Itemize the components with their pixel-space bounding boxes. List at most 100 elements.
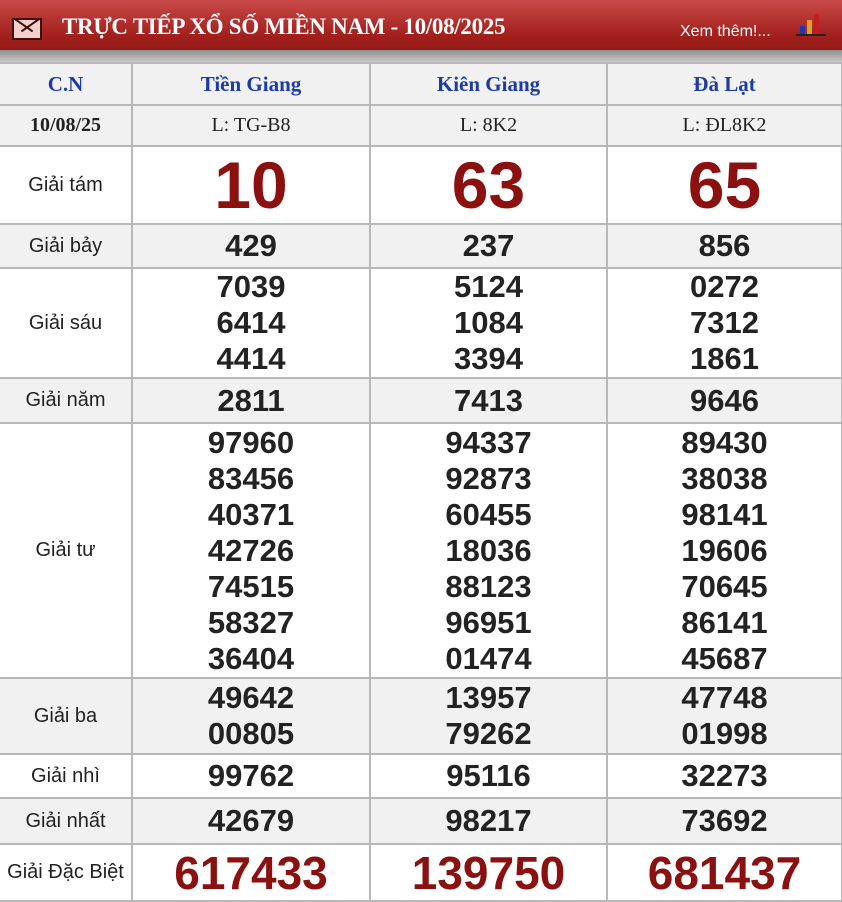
prize-number: 681437 <box>647 846 802 899</box>
prize-number: 79262 <box>445 716 532 751</box>
prize-number: 96951 <box>445 604 532 640</box>
prize-label: Giải Đặc Biệt <box>0 843 133 902</box>
prize-row: Giải nhất 42679 98217 73692 <box>0 797 842 845</box>
prize-cell: 97960 83456 40371 42726 74515 58327 36404 <box>131 422 371 679</box>
prize-number: 00805 <box>207 716 295 751</box>
prize-label: Giải nhất <box>0 797 133 845</box>
prize-number: 2811 <box>217 382 285 418</box>
prize-number: 74515 <box>207 568 295 604</box>
prize-number: 38038 <box>681 460 768 496</box>
province-name[interactable]: Tiền Giang <box>131 62 371 106</box>
ticket-code: L: 8K2 <box>369 104 608 147</box>
prize-cell: 139750 <box>369 843 608 902</box>
see-more-link[interactable]: Xem thêm!... <box>680 23 771 40</box>
prize-number: 49642 <box>207 680 295 715</box>
prize-number: 47748 <box>681 680 768 715</box>
prize-row: Giải bảy 429 237 856 <box>0 223 842 269</box>
prize-number: 139750 <box>411 846 566 899</box>
prize-number: 98141 <box>681 496 768 532</box>
prize-number: 88123 <box>445 568 532 604</box>
prize-number: 19606 <box>681 532 768 568</box>
prize-number: 01998 <box>681 716 768 751</box>
prize-label: Giải sáu <box>0 267 133 379</box>
prize-label: Giải tám <box>0 145 133 225</box>
prize-number: 73692 <box>681 803 768 838</box>
prize-row: Giải ba 49642 00805 13957 79262 47748 01998 <box>0 677 842 755</box>
province-name[interactable]: Đà Lạt <box>606 62 842 106</box>
prize-number: 237 <box>462 228 515 263</box>
prize-number: 42726 <box>207 532 295 568</box>
prize-number: 65 <box>687 148 762 222</box>
ticket-code: L: TG-B8 <box>131 104 371 147</box>
prize-number: 13957 <box>445 680 532 715</box>
prize-number: 98217 <box>445 803 532 838</box>
day-label: C.N <box>0 62 133 106</box>
prize-number: 58327 <box>207 604 295 640</box>
prize-number: 856 <box>698 228 751 263</box>
prize-cell: 2811 <box>131 377 371 424</box>
prize-cell: 49642 00805 <box>131 677 371 755</box>
prize-number: 63 <box>451 148 526 222</box>
prize-row: Giải tám 10 63 65 <box>0 145 842 225</box>
prize-cell: 5124 1084 3394 <box>369 267 608 379</box>
prize-number: 7312 <box>690 305 759 340</box>
prize-number: 10 <box>214 148 288 222</box>
page-title: TRỰC TIẾP XỔ SỐ MIỀN NAM - 10/08/2025 <box>62 14 506 39</box>
prize-number: 32273 <box>681 758 768 793</box>
header-bar: TRỰC TIẾP XỔ SỐ MIỀN NAM - 10/08/2025 Xe… <box>0 0 842 50</box>
prize-number: 3394 <box>454 341 523 376</box>
prize-cell: 73692 <box>606 797 842 845</box>
prize-row: Giải năm 2811 7413 9646 <box>0 377 842 424</box>
province-name[interactable]: Kiên Giang <box>369 62 608 106</box>
prize-cell: 65 <box>606 145 842 225</box>
prize-cell: 681437 <box>606 843 842 902</box>
mail-icon <box>12 18 42 40</box>
prize-number: 18036 <box>445 532 532 568</box>
prize-cell: 99762 <box>131 753 371 799</box>
prize-number: 95116 <box>446 758 531 793</box>
prize-label: Giải năm <box>0 377 133 424</box>
prize-number: 1861 <box>690 341 759 376</box>
prize-number: 1084 <box>454 305 523 340</box>
prize-number: 42679 <box>207 803 295 838</box>
prize-number: 94337 <box>445 424 532 460</box>
prize-number: 7413 <box>454 382 523 418</box>
prize-cell: 42679 <box>131 797 371 845</box>
prize-row: Giải nhì 99762 95116 32273 <box>0 753 842 799</box>
prize-cell: 9646 <box>606 377 842 424</box>
prize-cell: 63 <box>369 145 608 225</box>
prize-number: 9646 <box>690 382 759 418</box>
prize-cell: 13957 79262 <box>369 677 608 755</box>
prize-number: 83456 <box>207 460 295 496</box>
prize-label: Giải tư <box>0 422 133 679</box>
prize-number: 6414 <box>216 305 286 340</box>
prize-row: Giải Đặc Biệt 617433 139750 681437 <box>0 843 842 902</box>
draw-date: 10/08/25 <box>0 104 133 147</box>
results-table: C.N Tiền Giang Kiên Giang Đà Lạt 10/08/25 L: … <box>0 62 842 902</box>
prize-cell: 10 <box>131 145 371 225</box>
prize-row: Giải sáu 7039 6414 4414 5124 1084 3394 0272 7312… <box>0 267 842 379</box>
prize-number: 40371 <box>207 496 295 532</box>
prize-cell: 89430 38038 98141 19606 70645 86141 45687 <box>606 422 842 679</box>
bar-chart-icon[interactable] <box>796 14 826 36</box>
prize-number: 70645 <box>681 568 768 604</box>
prize-number: 99762 <box>207 758 295 793</box>
prize-number: 36404 <box>207 640 295 676</box>
prize-number: 97960 <box>207 424 295 460</box>
prize-cell: 617433 <box>131 843 371 902</box>
prize-cell: 94337 92873 60455 18036 88123 96951 01474 <box>369 422 608 679</box>
prize-number: 92873 <box>445 460 532 496</box>
ticket-row: 10/08/25 L: TG-B8 L: 8K2 L: ĐL8K2 <box>0 104 842 147</box>
prize-number: 429 <box>225 228 277 263</box>
prize-label: Giải ba <box>0 677 133 755</box>
prize-cell: 7413 <box>369 377 608 424</box>
prize-number: 4414 <box>216 341 286 376</box>
prize-number: 7039 <box>216 269 286 304</box>
prize-number: 60455 <box>445 496 532 532</box>
prize-cell: 7039 6414 4414 <box>131 267 371 379</box>
prize-cell: 47748 01998 <box>606 677 842 755</box>
prize-cell: 237 <box>369 223 608 269</box>
ticket-code: L: ĐL8K2 <box>606 104 842 147</box>
prize-number: 01474 <box>445 640 532 676</box>
prize-label: Giải nhì <box>0 753 133 799</box>
